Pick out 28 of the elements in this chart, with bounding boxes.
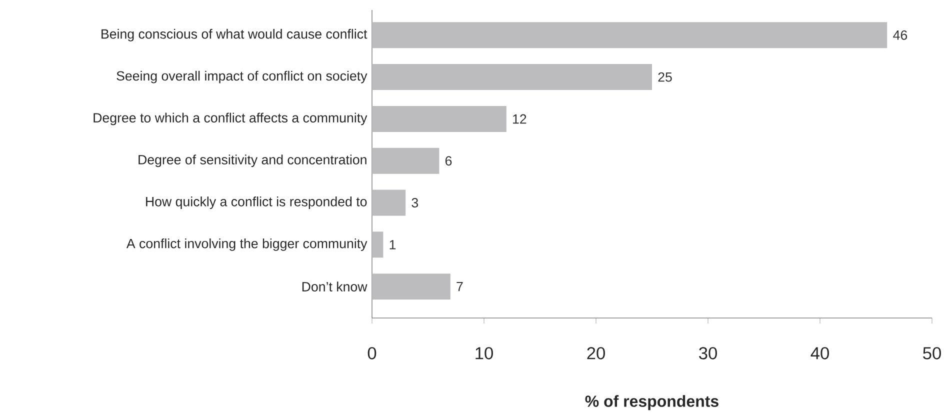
bar bbox=[372, 22, 888, 48]
x-axis-title: % of respondents bbox=[585, 395, 718, 410]
x-tick-label: 10 bbox=[476, 347, 493, 360]
data-label: 7 bbox=[456, 282, 463, 292]
data-label: 1 bbox=[390, 240, 396, 250]
x-tick-label: 40 bbox=[810, 347, 829, 360]
bar bbox=[372, 106, 506, 132]
y-tick-label: Don’t know bbox=[302, 282, 368, 292]
data-label: 12 bbox=[513, 114, 526, 124]
y-tick-label: Seeing overall impact of conflict on society bbox=[116, 70, 368, 84]
y-tick-label: Degree to which a conflict affects a community bbox=[94, 112, 368, 126]
y-tick-label: Being conscious of what would cause conflict bbox=[102, 28, 368, 42]
data-label: 6 bbox=[445, 156, 452, 166]
data-label: 46 bbox=[893, 30, 908, 40]
bar bbox=[372, 148, 440, 174]
bar bbox=[372, 232, 384, 258]
bar bbox=[372, 64, 652, 90]
y-tick-label: A conflict involving the bigger community bbox=[126, 238, 368, 251]
bar bbox=[372, 190, 406, 216]
x-tick-label: 30 bbox=[699, 347, 717, 360]
x-tick-label: 0 bbox=[368, 347, 376, 360]
bar bbox=[372, 274, 450, 300]
y-tick-label: How quickly a conflict is responded to bbox=[146, 196, 367, 209]
x-tick-label: 50 bbox=[923, 347, 941, 360]
data-label: 25 bbox=[658, 72, 672, 82]
y-tick-label: Degree of sensitivity and concentration bbox=[138, 154, 366, 168]
data-label: 3 bbox=[412, 198, 418, 208]
x-tick-label: 20 bbox=[587, 347, 605, 360]
